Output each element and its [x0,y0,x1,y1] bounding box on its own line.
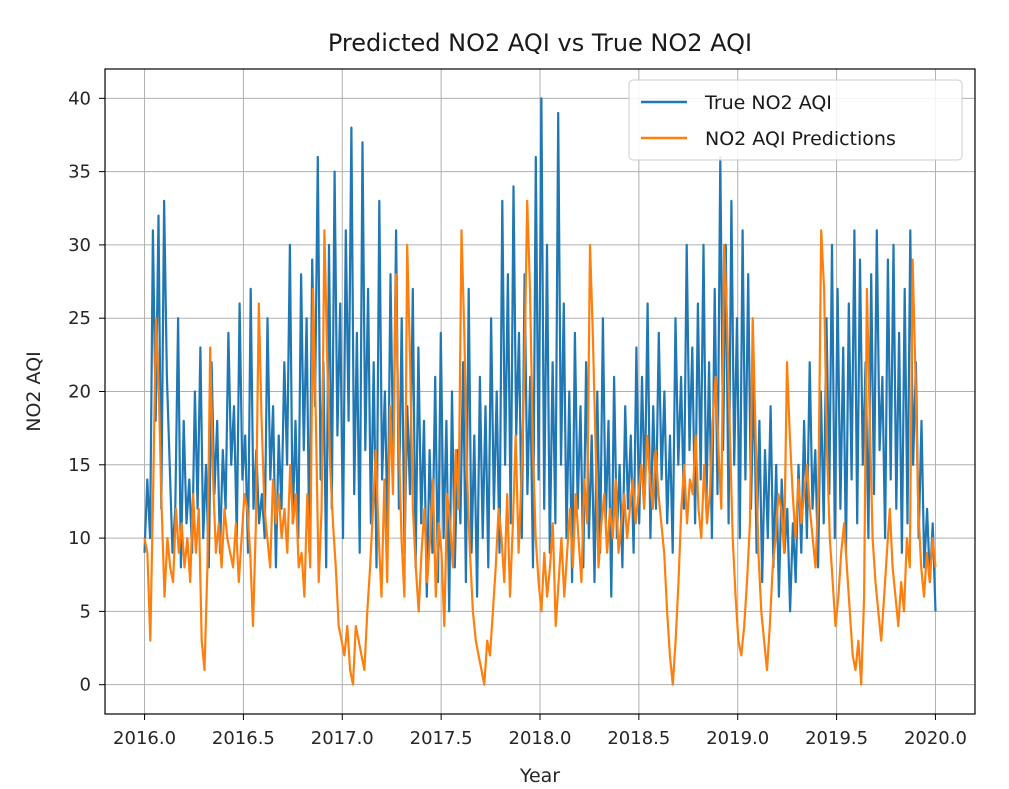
plot-series [143,97,937,686]
x-axis-label: Year [519,765,560,787]
y-tick-label: 25 [68,308,91,329]
x-tick-label: 2019.5 [805,728,868,749]
x-tick-label: 2017.0 [311,728,374,749]
y-tick-label: 40 [68,88,91,109]
y-tick-label: 10 [68,528,91,549]
y-tick-label: 30 [68,235,91,256]
y-axis-label: NO2 AQI [23,351,45,432]
x-tick-label: 2020.0 [904,728,967,749]
legend: True NO2 AQI NO2 AQI Predictions [628,79,963,161]
x-tick-label: 2016.0 [113,728,176,749]
y-tick-label: 15 [68,455,91,476]
y-tick-label: 20 [68,382,91,403]
series-line-no2-aqi-predictions [143,199,937,686]
chart-title: Predicted NO2 AQI vs True NO2 AQI [328,29,752,57]
x-tick-label: 2018.5 [607,728,670,749]
x-tick-label: 2019.0 [706,728,769,749]
y-tick-label: 5 [80,601,91,622]
legend-label: True NO2 AQI [704,92,832,114]
x-tick-label: 2016.5 [212,728,275,749]
legend-box [628,79,963,161]
legend-label: NO2 AQI Predictions [705,128,896,150]
axis-ticks: 2016.0 2016.5 2017.0 2017.5 2018.0 2018.5 2019… [68,88,967,749]
x-tick-label: 2017.5 [410,728,473,749]
y-tick-label: 35 [68,162,91,183]
x-tick-label: 2018.0 [509,728,572,749]
y-tick-label: 0 [80,675,91,696]
series-line-true-no2-aqi [143,97,937,613]
